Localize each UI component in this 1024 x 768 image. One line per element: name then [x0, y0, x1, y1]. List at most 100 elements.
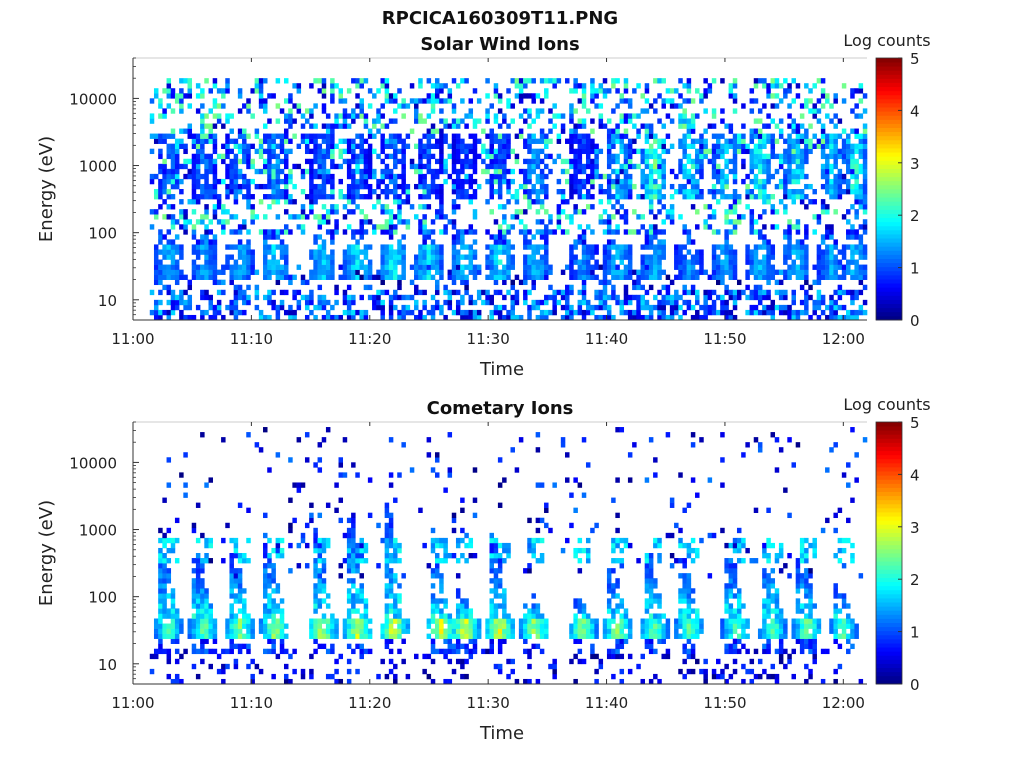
heatmap-cell — [263, 234, 268, 240]
heatmap-cell — [812, 214, 817, 220]
heatmap-cell — [434, 214, 440, 220]
heatmap-cell — [271, 259, 276, 265]
heatmap-cell — [346, 224, 352, 230]
heatmap-cell — [380, 133, 385, 139]
heatmap-cell — [707, 148, 713, 155]
heatmap-cell — [665, 209, 671, 215]
heatmap-cell — [334, 118, 339, 124]
heatmap-cell — [221, 537, 226, 544]
heatmap-cell — [153, 623, 159, 629]
heatmap-cell — [749, 88, 755, 94]
heatmap-cell — [464, 279, 469, 286]
heatmap-cell — [602, 249, 608, 255]
heatmap-cell — [401, 189, 406, 195]
heatmap-cell — [686, 289, 692, 296]
heatmap-cell — [221, 264, 226, 270]
heatmap-cell — [263, 239, 268, 245]
heatmap-cell — [296, 542, 302, 549]
heatmap-cell — [271, 93, 276, 99]
heatmap-cell — [669, 294, 675, 301]
heatmap-cell — [200, 133, 205, 139]
heatmap-cell — [376, 673, 381, 680]
heatmap-cell — [518, 229, 524, 235]
heatmap-cell — [460, 234, 465, 240]
heatmap-cell — [653, 224, 658, 230]
heatmap-cell — [455, 229, 461, 235]
heatmap-cell — [195, 163, 201, 170]
heatmap-cell — [854, 209, 859, 215]
heatmap-cell — [476, 153, 482, 160]
heatmap-cell — [426, 143, 432, 149]
heatmap-cell — [535, 178, 541, 185]
heatmap-cell — [334, 284, 339, 291]
heatmap-cell — [346, 668, 352, 675]
heatmap-cell — [237, 108, 243, 114]
colorbar-segment — [876, 246, 902, 251]
heatmap-cell — [464, 78, 469, 84]
heatmap-cell — [208, 88, 213, 94]
heatmap-cell — [472, 214, 478, 220]
heatmap-cell — [598, 264, 604, 270]
heatmap-cell — [434, 93, 440, 99]
heatmap-cell — [774, 279, 780, 286]
heatmap-cell — [393, 578, 398, 584]
heatmap-cell — [158, 289, 163, 296]
heatmap-cell — [657, 183, 662, 190]
heatmap-cell — [573, 138, 578, 144]
heatmap-cell — [451, 178, 457, 185]
heatmap-cell — [766, 304, 771, 311]
heatmap-cell — [749, 249, 755, 255]
heatmap-cell — [447, 123, 453, 129]
heatmap-cell — [644, 163, 650, 170]
heatmap-cell — [405, 628, 411, 634]
heatmap-cell — [271, 244, 276, 250]
heatmap-cell — [170, 613, 176, 619]
heatmap-cell — [397, 633, 402, 639]
heatmap-cell — [577, 138, 583, 144]
heatmap-cell — [204, 482, 209, 488]
heatmap-cell — [153, 274, 159, 280]
heatmap-cell — [716, 189, 721, 195]
heatmap-cell — [451, 108, 457, 114]
heatmap-cell — [363, 178, 369, 185]
heatmap-cell — [690, 304, 696, 311]
heatmap-cell — [359, 583, 364, 589]
heatmap-cell — [309, 633, 314, 639]
heatmap-cell — [325, 128, 331, 134]
heatmap-cell — [833, 163, 838, 170]
heatmap-cell — [661, 314, 666, 321]
heatmap-cell — [309, 269, 314, 275]
heatmap-cell — [602, 173, 608, 180]
heatmap-cell — [762, 199, 767, 205]
heatmap-cell — [183, 224, 188, 230]
heatmap-cell — [858, 304, 864, 311]
heatmap-cell — [153, 628, 159, 634]
heatmap-cell — [795, 173, 801, 180]
heatmap-cell — [388, 537, 394, 544]
heatmap-cell — [292, 309, 297, 316]
heatmap-cell — [158, 537, 163, 544]
heatmap-cell — [825, 224, 830, 230]
heatmap-cell — [149, 309, 155, 316]
heatmap-cell — [384, 194, 390, 200]
heatmap-cell — [342, 437, 348, 443]
heatmap-cell — [464, 309, 469, 316]
heatmap-cell — [753, 309, 759, 316]
heatmap-cell — [690, 113, 696, 119]
heatmap-cell — [166, 578, 172, 584]
heatmap-cell — [585, 138, 591, 144]
heatmap-cell — [850, 108, 855, 114]
heatmap-cell — [288, 108, 293, 114]
heatmap-cell — [741, 158, 746, 165]
heatmap-cell — [531, 93, 536, 99]
heatmap-cell — [644, 314, 650, 321]
heatmap-cell — [380, 123, 385, 129]
heatmap-cell — [481, 128, 486, 134]
heatmap-cell — [699, 269, 704, 275]
heatmap-cell — [317, 269, 323, 275]
heatmap-cell — [351, 623, 356, 629]
heatmap-cell — [548, 214, 553, 220]
heatmap-cell — [791, 168, 796, 175]
heatmap-cell — [695, 209, 700, 215]
heatmap-cell — [661, 163, 666, 170]
